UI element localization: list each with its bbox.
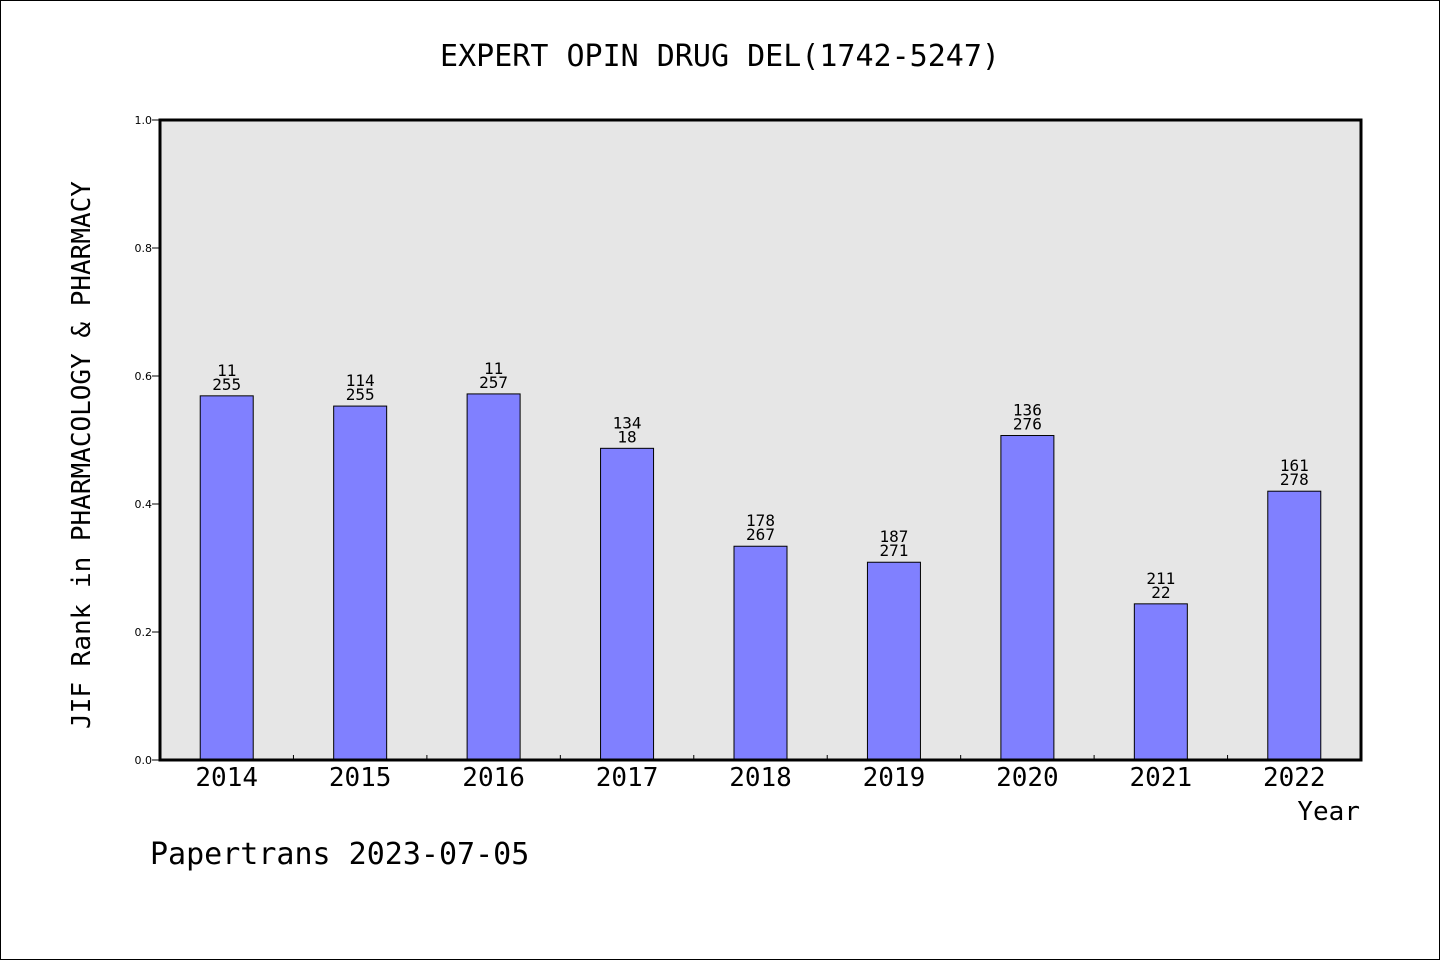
data-label-top: 11 — [484, 359, 503, 378]
y-tick-label: 0.4 — [135, 498, 153, 511]
x-tick-label: 2016 — [462, 763, 525, 793]
footer-stamp: Papertrans 2023-07-05 — [150, 837, 529, 872]
bar-2017 — [600, 447, 655, 761]
data-label-top: 178 — [746, 511, 775, 530]
x-tick-label: 2017 — [596, 763, 659, 793]
y-tick-label: 0.2 — [135, 626, 153, 639]
plot-border — [158, 118, 1363, 762]
data-label-bottom: 18 — [617, 427, 636, 446]
bar-2018 — [733, 545, 788, 761]
bar-2020 — [1000, 435, 1055, 761]
x-tick-label: 2015 — [329, 763, 392, 793]
x-axis-label: Year — [1297, 797, 1360, 827]
data-label-top: 114 — [346, 371, 375, 390]
y-tick-label: 0.6 — [135, 370, 153, 383]
data-label-bottom: 257 — [479, 373, 508, 392]
y-tick-label: 0.8 — [135, 242, 153, 255]
y-axis-label: JIF Rank in PHARMACOLOGY & PHARMACY — [67, 181, 97, 729]
bar-2022 — [1267, 490, 1322, 761]
data-label-bottom: 271 — [879, 541, 908, 560]
data-label-bottom: 278 — [1280, 470, 1309, 489]
bar-2014 — [199, 395, 254, 761]
x-tick-label: 2021 — [1130, 763, 1193, 793]
chart-title: EXPERT OPIN DRUG DEL(1742-5247) — [440, 39, 1000, 74]
data-label-top: 211 — [1146, 569, 1175, 588]
data-label-top: 136 — [1013, 401, 1042, 420]
bar-2019 — [866, 561, 921, 761]
y-tick-label: 1.0 — [135, 114, 153, 127]
x-tick-label: 2019 — [863, 763, 926, 793]
bar-2016 — [466, 393, 521, 761]
x-tick-label: 2018 — [729, 763, 792, 793]
data-label-bottom: 22 — [1151, 583, 1170, 602]
data-label-top: 161 — [1280, 456, 1309, 475]
data-label-bottom: 255 — [346, 385, 375, 404]
data-label-top: 187 — [879, 527, 908, 546]
data-label-bottom: 267 — [746, 525, 775, 544]
y-tick-label: 0.0 — [135, 754, 153, 767]
bar-2021 — [1133, 603, 1188, 761]
bar-2015 — [333, 405, 388, 761]
x-tick-label: 2014 — [195, 763, 258, 793]
x-tick-label: 2020 — [996, 763, 1059, 793]
data-label-top: 134 — [613, 413, 642, 432]
x-tick-label: 2022 — [1263, 763, 1326, 793]
plot-area: 0.00.20.40.60.81.01125520141142552015112… — [135, 114, 1363, 793]
data-label-bottom: 276 — [1013, 415, 1042, 434]
data-label-top: 11 — [217, 361, 236, 380]
data-label-bottom: 255 — [212, 375, 241, 394]
